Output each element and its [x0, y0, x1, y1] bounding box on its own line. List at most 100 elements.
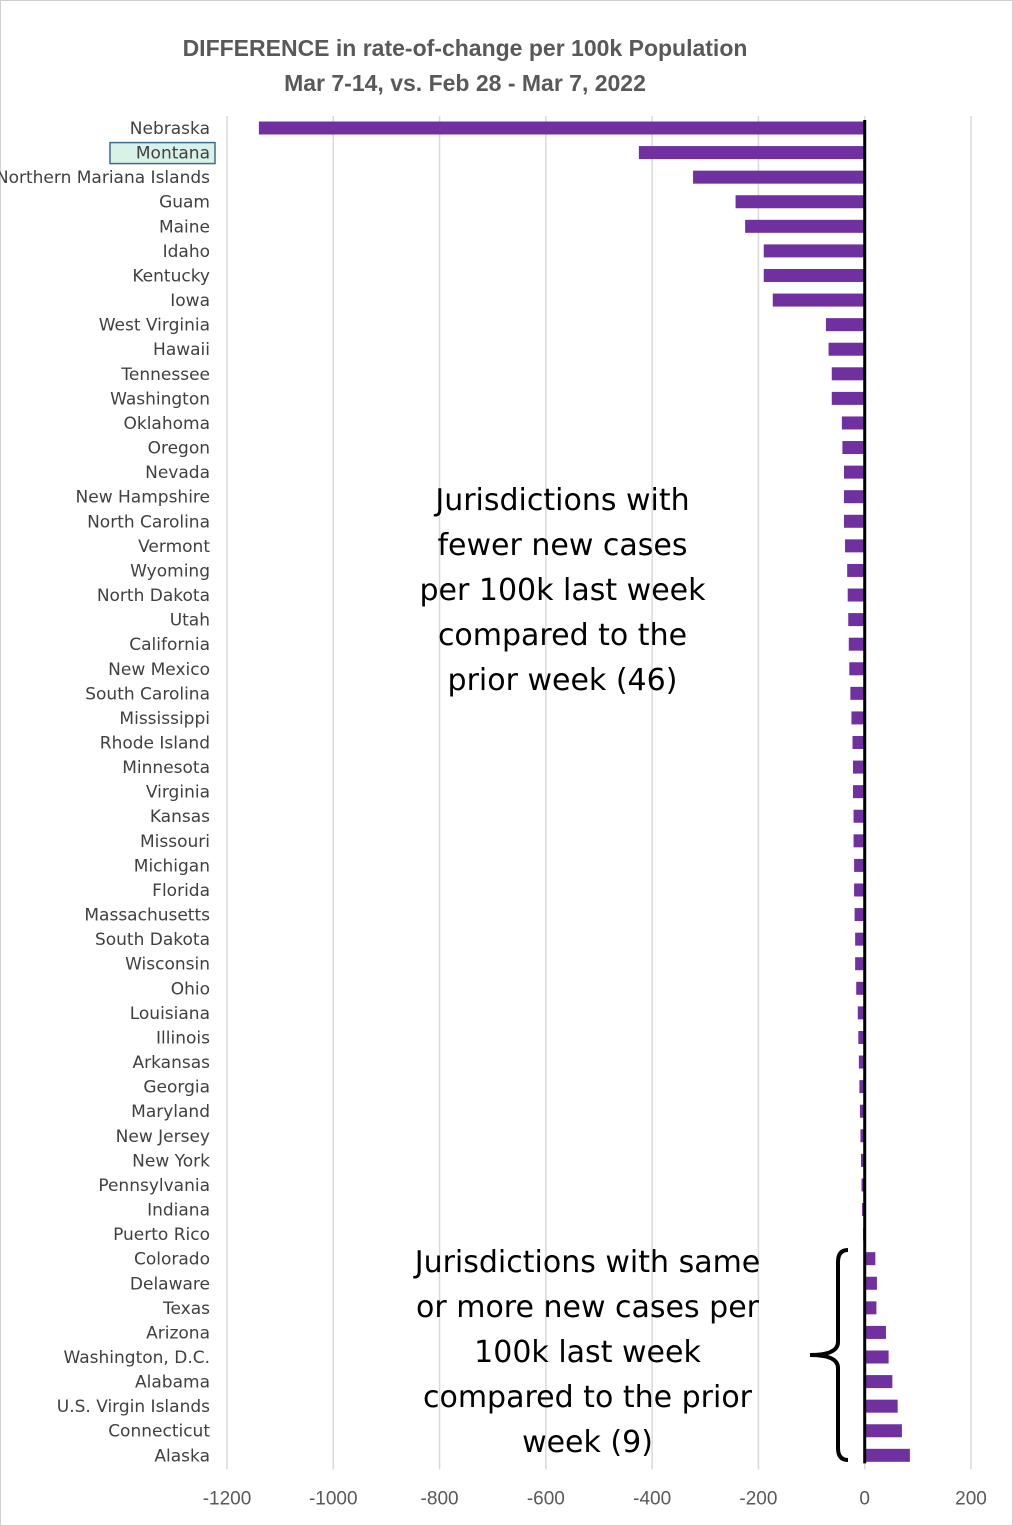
annotation-line: week (9) [522, 1425, 653, 1460]
bar [849, 662, 865, 676]
category-label: Virginia [146, 783, 210, 803]
bar [853, 809, 865, 823]
category-label: New York [132, 1151, 210, 1171]
bar [864, 1424, 902, 1438]
chart-subtitle: Mar 7-14, vs. Feb 28 - Mar 7, 2022 [284, 70, 646, 96]
category-label: Arkansas [133, 1053, 211, 1073]
category-label: Hawaii [153, 340, 210, 360]
bar [763, 244, 865, 258]
category-label: Idaho [163, 242, 210, 262]
annotation-line: per 100k last week [419, 573, 706, 608]
category-label: Maryland [131, 1102, 210, 1122]
annotation-line: or more new cases per [416, 1290, 759, 1325]
bar [763, 268, 865, 282]
bracket-brace [809, 1248, 849, 1462]
x-tick-label: -600 [527, 1488, 565, 1509]
category-label: Ohio [171, 979, 210, 999]
category-label: Arizona [146, 1323, 210, 1343]
bar [854, 858, 865, 872]
bar [831, 391, 865, 405]
annotation-line: fewer new cases [437, 528, 688, 563]
x-tick-label: 200 [955, 1488, 987, 1509]
bar [848, 613, 865, 627]
category-label: Georgia [143, 1078, 210, 1098]
more-cases-annotation: Jurisdictions with same or more new case… [395, 1240, 780, 1465]
bar [860, 1129, 865, 1143]
category-label: Wisconsin [125, 955, 210, 975]
bar [853, 760, 865, 774]
bar [859, 1104, 865, 1118]
bar [772, 293, 865, 307]
bar [855, 957, 865, 971]
category-label: Mississippi [119, 709, 210, 729]
category-label: New Mexico [108, 660, 210, 680]
bar [825, 318, 865, 332]
category-label: Washington, D.C. [64, 1348, 210, 1368]
category-label: Rhode Island [100, 734, 210, 754]
category-label: Northern Mariana Islands [0, 168, 210, 188]
annotation-line: 100k last week [474, 1335, 701, 1370]
bar [828, 342, 865, 356]
bar [864, 1350, 889, 1364]
category-label: Kansas [150, 807, 210, 827]
bar [864, 1301, 877, 1315]
bar [856, 981, 865, 995]
x-tick-label: -400 [633, 1488, 671, 1509]
category-label: North Carolina [87, 512, 210, 532]
x-tick-label: 0 [859, 1488, 870, 1509]
bar [857, 1006, 865, 1020]
category-label: Oklahoma [123, 414, 210, 434]
bar [864, 1252, 876, 1266]
bar [850, 686, 865, 700]
bar [841, 416, 865, 430]
category-label: Minnesota [122, 758, 210, 778]
category-label: West Virginia [99, 316, 210, 336]
annotation-line: prior week (46) [447, 663, 678, 698]
category-label: Alaska [154, 1446, 210, 1466]
bar [853, 785, 865, 799]
category-label: Kentucky [132, 266, 210, 286]
bar [864, 1375, 893, 1389]
x-tick-label: -800 [421, 1488, 459, 1509]
bar [864, 1448, 910, 1462]
bar [864, 1399, 898, 1413]
category-label: Montana [136, 144, 210, 164]
x-tick-label: -1200 [203, 1488, 252, 1509]
category-label: Louisiana [130, 1004, 210, 1024]
category-label: Indiana [147, 1201, 210, 1221]
category-label: Maine [159, 217, 210, 237]
bar [859, 1080, 865, 1094]
category-label: Tennessee [120, 365, 210, 385]
annotation-line: compared to the prior [422, 1380, 753, 1415]
category-label: Texas [162, 1299, 210, 1319]
bar [858, 1030, 865, 1044]
annotation-line: compared to the [437, 618, 688, 653]
x-tick-label: -1000 [309, 1488, 358, 1509]
category-label: Colorado [134, 1250, 210, 1270]
category-label: Puerto Rico [113, 1225, 210, 1245]
category-label: Delaware [130, 1274, 210, 1294]
x-tick-label: -200 [739, 1488, 777, 1509]
bar [693, 170, 865, 184]
category-label: Alabama [135, 1373, 210, 1393]
category-label: North Dakota [97, 586, 210, 606]
bar [847, 563, 865, 577]
bar [854, 883, 865, 897]
category-label: Utah [170, 611, 210, 631]
category-label: Massachusetts [84, 906, 210, 926]
category-label: New Jersey [116, 1127, 210, 1147]
bar [854, 908, 865, 922]
bar [831, 367, 865, 381]
bar [638, 146, 865, 160]
category-label: Vermont [138, 537, 210, 557]
category-label: Florida [152, 881, 210, 901]
bar [864, 1325, 886, 1339]
category-label: Washington [110, 389, 210, 409]
bar [858, 1055, 865, 1069]
category-label: Oregon [148, 439, 210, 459]
category-label: California [129, 635, 210, 655]
bar [861, 1178, 865, 1192]
bar [848, 637, 865, 651]
category-label: Connecticut [108, 1422, 210, 1442]
